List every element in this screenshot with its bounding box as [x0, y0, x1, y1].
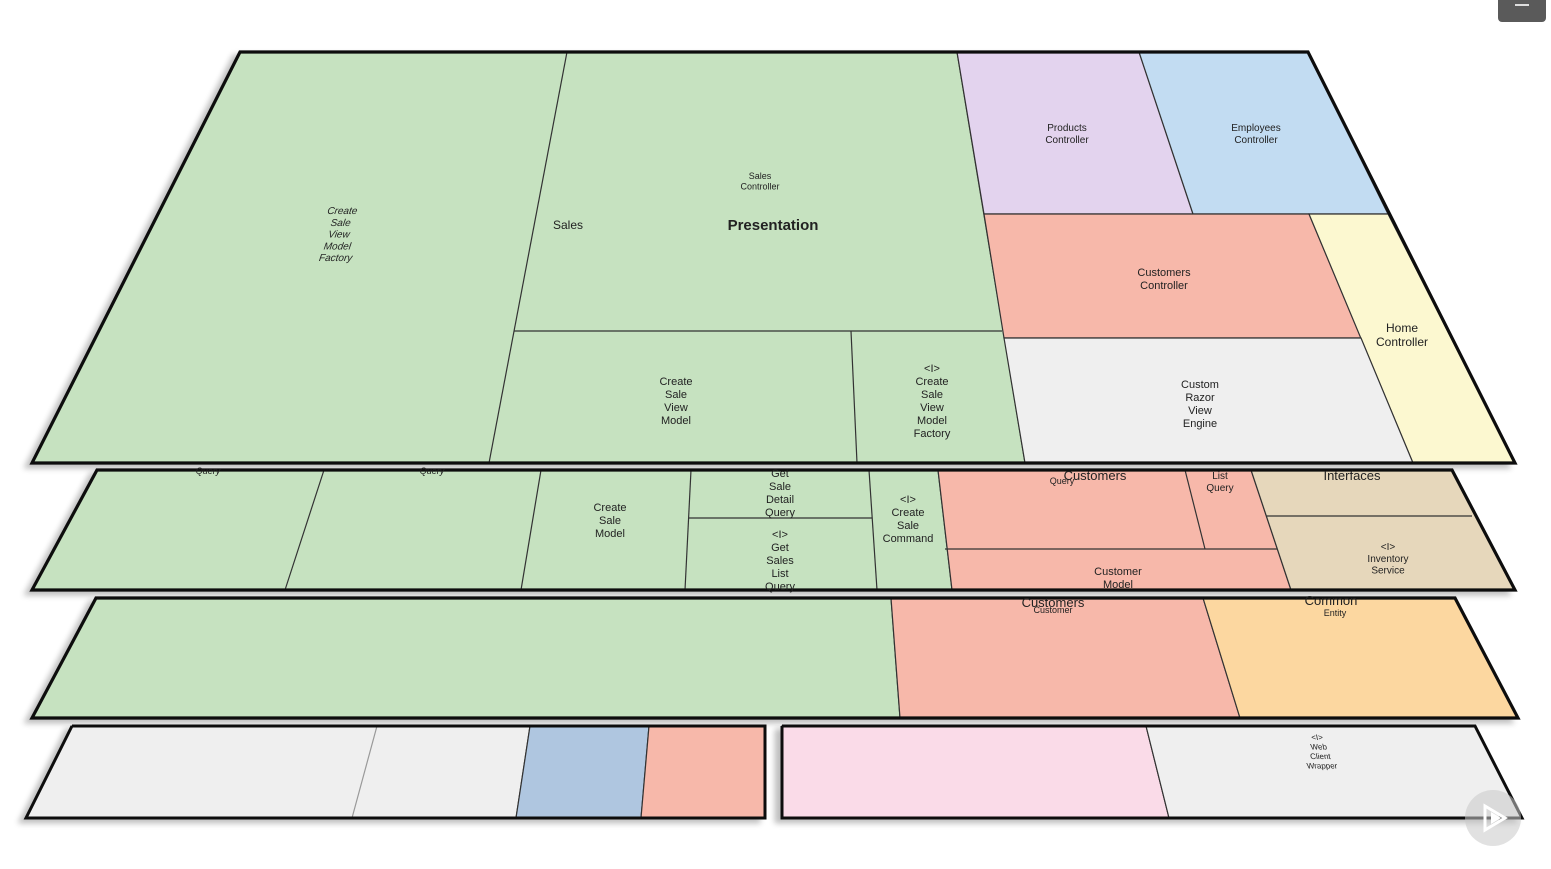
- infrastructure-layer: [780, 724, 1525, 820]
- divider: [1184, 469, 1206, 550]
- create-sale-command-label: <I> Create Sale Command: [883, 494, 934, 545]
- create-sale-view-model-factory-label: CreateSaleViewModelFactory: [318, 206, 360, 264]
- interface-create-sale-view-model-factory-label: <I> Create Sale View Model Factory: [914, 363, 951, 440]
- presentation-layer: [29, 50, 1518, 465]
- customers-application-title: Customers: [1064, 468, 1127, 483]
- common-domain-cell: [1202, 597, 1519, 719]
- employees-controller-label: Employees Controller: [1231, 123, 1280, 146]
- interfaces-title: Interfaces: [1323, 468, 1381, 483]
- persistence-layer: [23, 724, 767, 820]
- persistence-frame: [23, 724, 767, 820]
- custom-razor-view-engine-label: Custom Razor View Engine: [1181, 379, 1219, 430]
- customers-controller-label: Customers Controller: [1137, 267, 1191, 292]
- persistence-gray-area: [25, 725, 531, 819]
- application-layer: [29, 468, 1518, 592]
- query-label-2: Query: [420, 466, 445, 476]
- customer-model-label: Customer Model: [1094, 566, 1142, 591]
- web-client-wrapper-label: <I>WebClientWrapper: [1301, 733, 1338, 770]
- list-query-label: List Query: [1206, 471, 1233, 494]
- customers-domain-title: Customers: [1022, 595, 1085, 610]
- sales-label: Sales: [553, 218, 583, 232]
- get-sale-detail-query-label: Get Sale Detail Query: [765, 468, 795, 519]
- play-logo-icon: [1483, 803, 1508, 833]
- infrastructure-pink-cell: [781, 725, 1170, 819]
- entity-label: Entity: [1324, 608, 1347, 618]
- products-controller-label: Products Controller: [1045, 123, 1089, 146]
- persistence-blue-cell: [515, 725, 650, 819]
- domain-frame: [29, 596, 1521, 720]
- sales-controller-label: Sales Controller: [740, 171, 779, 192]
- customer-entity-label: Customer: [1033, 605, 1072, 615]
- home-controller-label: Home Controller: [1376, 321, 1428, 349]
- inventory-service-label: <I> Inventory Service: [1367, 542, 1408, 577]
- query-label-1: Query: [196, 466, 221, 476]
- common-domain-title: Common: [1305, 593, 1358, 608]
- divider: [488, 51, 568, 464]
- divider: [850, 330, 858, 464]
- play-logo-button[interactable]: [1465, 790, 1521, 846]
- divider: [868, 469, 878, 591]
- customers-query-label: Query: [1050, 476, 1075, 486]
- divider: [520, 469, 542, 591]
- application-green-area: [30, 469, 953, 591]
- domain-layer: [29, 596, 1521, 720]
- divider: [351, 725, 378, 819]
- get-sales-list-query-label: <I> Get Sales List Query: [765, 529, 795, 593]
- divider: [684, 469, 692, 591]
- menu-button[interactable]: [1498, 0, 1546, 22]
- persistence-salmon-cell: [640, 725, 766, 819]
- divider: [284, 469, 325, 591]
- create-sale-model-label: Create Sale Model: [593, 502, 626, 540]
- presentation-title: Presentation: [728, 217, 819, 234]
- presentation-frame: [29, 50, 1518, 465]
- infrastructure-frame: [780, 724, 1525, 820]
- domain-green-area: [31, 597, 901, 719]
- application-frame: [29, 468, 1518, 592]
- customers-domain-cell: [890, 597, 1241, 719]
- create-sale-view-model-label: Create Sale View Model: [659, 376, 692, 427]
- hamburger-menu-icon: [1515, 4, 1529, 6]
